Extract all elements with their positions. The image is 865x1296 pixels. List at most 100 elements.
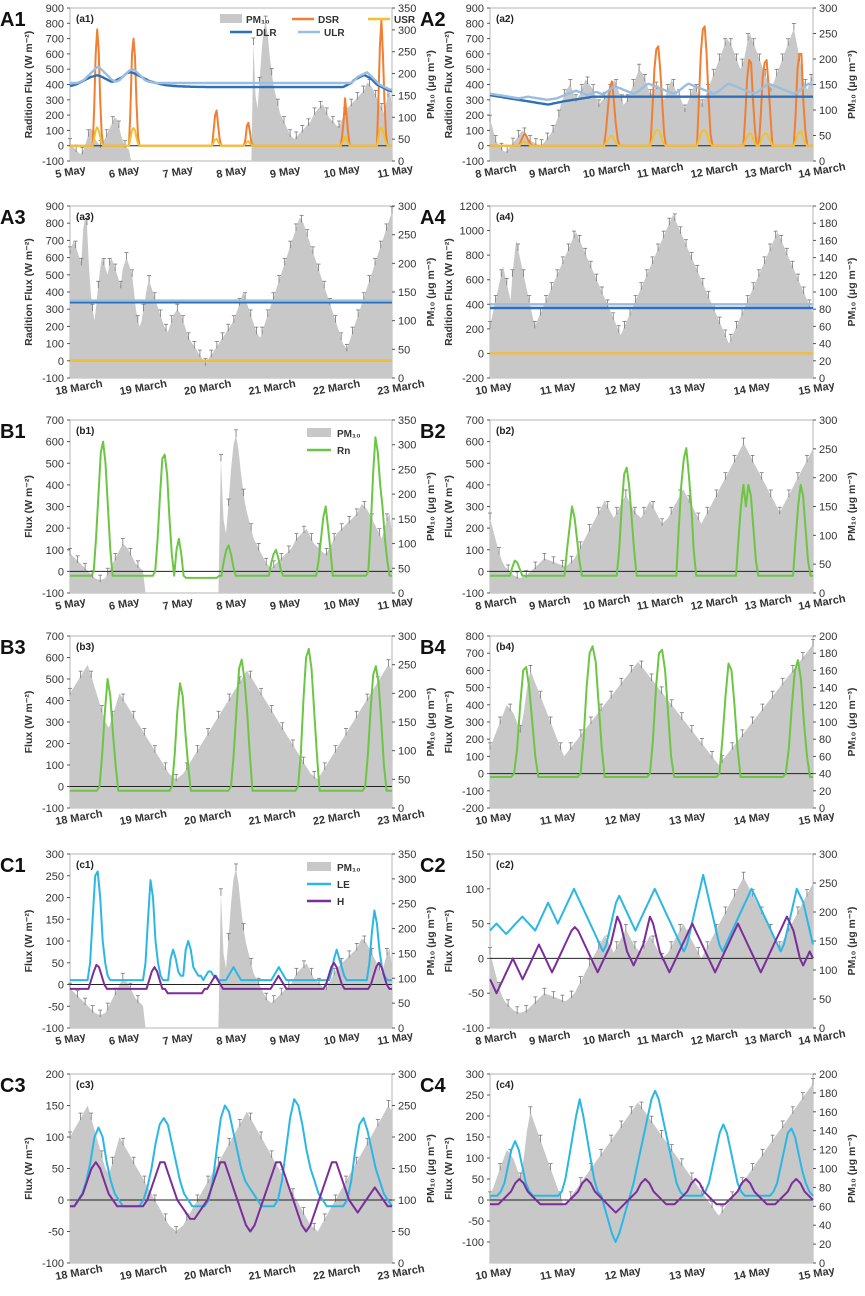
y-tick-label-right: 200 (398, 688, 416, 700)
y-tick-label-right: 300 (398, 631, 416, 643)
y-tick-label-left: 800 (466, 250, 484, 262)
y-tick-label-right: 50 (398, 563, 410, 575)
y-tick-label-left: -100 (462, 1023, 484, 1035)
y-tick-label-right: 80 (819, 304, 831, 316)
y-tick-label-left: 400 (46, 287, 64, 299)
panel-a4: A4 -200 0 200 400 600 800 1000 1200 0 20 40 60 80 100 1… (420, 201, 858, 398)
y-axis-title-right: PM₁₀ (μg m⁻³) (425, 907, 437, 976)
panel-tag: (b4) (496, 642, 514, 653)
y-tick-label-left: -100 (42, 1023, 64, 1035)
y-tick-label-right: 0 (398, 1258, 404, 1270)
y-tick-label-left: -200 (462, 373, 484, 385)
x-tick-label: 7 May (162, 596, 195, 613)
x-tick-label: 20 March (183, 808, 232, 828)
y-tick-label-right: 120 (819, 700, 837, 712)
y-tick-label-left: -50 (468, 988, 484, 1000)
y-tick-label-left: 100 (46, 936, 64, 948)
y-tick-label-right: 300 (398, 1069, 416, 1081)
pm10-error-bars (488, 213, 812, 342)
panel-label: A1 (0, 9, 26, 31)
y-tick-label-right: 180 (819, 648, 837, 660)
y-tick-label-right: 60 (819, 751, 831, 763)
y-axis-title-left: Flux (W m⁻²) (23, 1137, 35, 1200)
y-tick-label-left: 100 (46, 339, 64, 351)
x-tick-label: 9 May (269, 164, 302, 181)
panel-tag: (a1) (76, 14, 94, 25)
y-tick-label-right: 100 (398, 973, 416, 985)
y-axis-title-right: PM₁₀ (μg m⁻³) (425, 258, 437, 327)
x-tick-label: 7 May (162, 164, 195, 181)
y-tick-label-right: 250 (398, 464, 416, 476)
y-tick-label-right: 60 (819, 1201, 831, 1213)
y-tick-label-right: 250 (819, 29, 837, 41)
y-tick-label-right: 50 (819, 131, 831, 143)
y-tick-label-left: 800 (466, 18, 484, 30)
y-tick-label-right: 50 (398, 344, 410, 356)
y-tick-label-left: 900 (466, 3, 484, 15)
x-tick-label: 22 March (312, 1263, 361, 1283)
y-tick-label-left: -100 (462, 588, 484, 600)
y-tick-label-right: 140 (819, 683, 837, 695)
x-tick-label: 23 March (376, 1263, 425, 1283)
y-tick-label-left: 100 (46, 125, 64, 137)
x-tick-label: 14 May (733, 1265, 772, 1283)
y-axis-title-right: PM₁₀ (μg m⁻³) (846, 50, 858, 119)
y-tick-label-right: 50 (398, 998, 410, 1010)
y-tick-label-right: 40 (819, 339, 831, 351)
y-tick-label-left: 100 (46, 760, 64, 772)
y-tick-label-left: 300 (46, 502, 64, 514)
y-tick-label-right: 200 (819, 201, 837, 213)
series-ulr-line (70, 65, 393, 92)
x-tick-label: 13 March (744, 161, 793, 181)
x-tick-label: 14 March (797, 1028, 846, 1048)
y-tick-label-left: 200 (46, 893, 64, 905)
y-tick-label-left: -100 (42, 156, 64, 168)
y-tick-label-left: 200 (466, 523, 484, 535)
legend-swatch (307, 428, 331, 437)
panel-tag: (a3) (76, 212, 94, 223)
x-tick-label: 12 March (690, 1028, 739, 1048)
x-tick-label: 8 May (215, 164, 248, 181)
legend-label: LE (337, 880, 350, 891)
legend: PM₁₀ DSR USR DLR ULR (220, 14, 416, 39)
y-tick-label-left: 700 (46, 235, 64, 247)
panel-label: A3 (0, 207, 26, 229)
y-tick-label-right: 300 (819, 415, 837, 427)
x-tick-label: 6 May (108, 596, 141, 613)
series-le-line (70, 870, 392, 982)
x-tick-label: 8 May (215, 596, 248, 613)
x-tick-label: 19 March (119, 378, 168, 398)
y-tick-label-right: 100 (819, 965, 837, 977)
y-tick-label-left: 200 (466, 324, 484, 336)
y-tick-label-left: 400 (466, 80, 484, 92)
y-axis-title-left: Radition Flux (W m⁻²) (23, 31, 35, 139)
x-tick-label: 19 March (119, 808, 168, 828)
y-tick-label-right: 200 (819, 907, 837, 919)
x-tick-label: 11 May (376, 1030, 414, 1048)
y-tick-label-left: 0 (478, 141, 484, 153)
x-tick-label: 11 March (636, 161, 685, 181)
legend-label: Rn (337, 446, 350, 457)
pm10-area (490, 214, 813, 378)
y-tick-label-left: 800 (466, 631, 484, 643)
y-tick-label-left: 300 (46, 717, 64, 729)
y-tick-label-right: 0 (819, 1023, 825, 1035)
pm10-area (70, 434, 392, 593)
y-tick-label-left: 0 (58, 980, 64, 992)
y-tick-label-left: 0 (58, 141, 64, 153)
y-tick-label-left: 700 (46, 631, 64, 643)
y-tick-label-left: 600 (466, 665, 484, 677)
y-tick-label-left: -200 (462, 803, 484, 815)
y-tick-label-left: 800 (46, 218, 64, 230)
y-tick-label-left: 200 (46, 110, 64, 122)
panel-b3: B3 -100 0 100 200 300 400 500 600 700 0 50 100 150 200… (0, 631, 437, 828)
y-tick-label-right: 50 (819, 559, 831, 571)
y-tick-label-right: 120 (819, 1145, 837, 1157)
y-tick-label-right: 40 (819, 1220, 831, 1232)
panel-tag: (c3) (76, 1080, 94, 1091)
y-tick-label-right: 100 (398, 746, 416, 758)
x-tick-label: 6 May (108, 164, 141, 181)
y-tick-label-left: 150 (466, 1132, 484, 1144)
panel-c2: C2 -100 -50 0 50 100 150 0 50 100 150 200 250 300 Flux… (420, 849, 858, 1048)
y-tick-label-right: 100 (398, 1195, 416, 1207)
